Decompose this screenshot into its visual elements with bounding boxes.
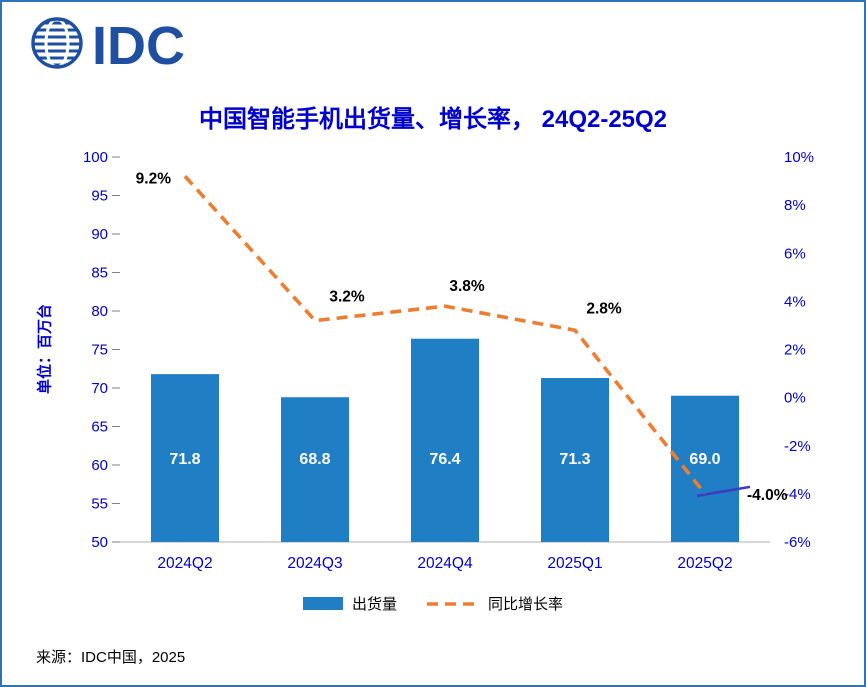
svg-text:2.8%: 2.8% bbox=[586, 300, 622, 317]
left-axis-title: 单位：百万台 bbox=[36, 303, 54, 395]
svg-text:60: 60 bbox=[91, 457, 108, 474]
source-note: 来源：IDC中国，2025 bbox=[36, 649, 186, 666]
svg-text:65: 65 bbox=[91, 419, 108, 436]
svg-text:-6%: -6% bbox=[784, 534, 811, 551]
svg-text:9.2%: 9.2% bbox=[136, 170, 172, 187]
legend-item-shipments: 出货量 bbox=[302, 593, 397, 614]
svg-text:10%: 10% bbox=[784, 149, 814, 166]
svg-text:95: 95 bbox=[91, 188, 108, 205]
combo-chart: 50 55 60 65 70 75 80 85 90 95 100 -6% -4% -2% 0% 2% 4% 6%… bbox=[60, 147, 838, 584]
svg-text:55: 55 bbox=[91, 496, 108, 513]
svg-text:3.8%: 3.8% bbox=[449, 278, 485, 295]
svg-text:4%: 4% bbox=[784, 293, 806, 310]
svg-text:-4.0%: -4.0% bbox=[747, 487, 788, 504]
idc-globe-icon bbox=[28, 14, 86, 77]
svg-text:69.0: 69.0 bbox=[689, 451, 720, 468]
legend-label-shipments: 出货量 bbox=[351, 596, 397, 613]
svg-text:2024Q4: 2024Q4 bbox=[417, 555, 473, 572]
svg-text:3.2%: 3.2% bbox=[329, 289, 365, 306]
legend-item-growth: 同比增长率 bbox=[427, 593, 563, 614]
svg-text:100: 100 bbox=[83, 149, 108, 166]
svg-text:70: 70 bbox=[91, 380, 108, 397]
svg-text:2025Q2: 2025Q2 bbox=[677, 555, 732, 572]
svg-text:76.4: 76.4 bbox=[429, 451, 460, 468]
svg-text:71.8: 71.8 bbox=[169, 451, 200, 468]
svg-text:71.3: 71.3 bbox=[559, 451, 590, 468]
bar-series-marker bbox=[302, 597, 343, 610]
svg-text:2024Q2: 2024Q2 bbox=[157, 555, 212, 572]
svg-text:0%: 0% bbox=[784, 390, 806, 407]
legend-label-growth: 同比增长率 bbox=[488, 596, 564, 613]
chart-title: 中国智能手机出货量、增长率， 24Q2-25Q2 bbox=[198, 106, 668, 133]
idc-logo: IDC bbox=[28, 14, 185, 77]
svg-text:80: 80 bbox=[91, 303, 108, 320]
svg-text:6%: 6% bbox=[784, 245, 806, 262]
svg-text:68.8: 68.8 bbox=[299, 451, 330, 468]
svg-text:2%: 2% bbox=[784, 342, 806, 359]
svg-text:85: 85 bbox=[91, 265, 108, 282]
svg-text:-2%: -2% bbox=[784, 438, 811, 455]
svg-text:2024Q3: 2024Q3 bbox=[287, 555, 342, 572]
legend: 出货量 同比增长率 bbox=[2, 593, 864, 614]
svg-text:2025Q1: 2025Q1 bbox=[547, 555, 602, 572]
svg-text:8%: 8% bbox=[784, 197, 806, 214]
svg-text:90: 90 bbox=[91, 226, 108, 243]
line-series-marker bbox=[427, 595, 479, 612]
idc-logo-text: IDC bbox=[92, 15, 185, 76]
svg-text:50: 50 bbox=[91, 534, 108, 551]
svg-text:75: 75 bbox=[91, 342, 108, 359]
svg-text:-4%: -4% bbox=[784, 486, 811, 503]
